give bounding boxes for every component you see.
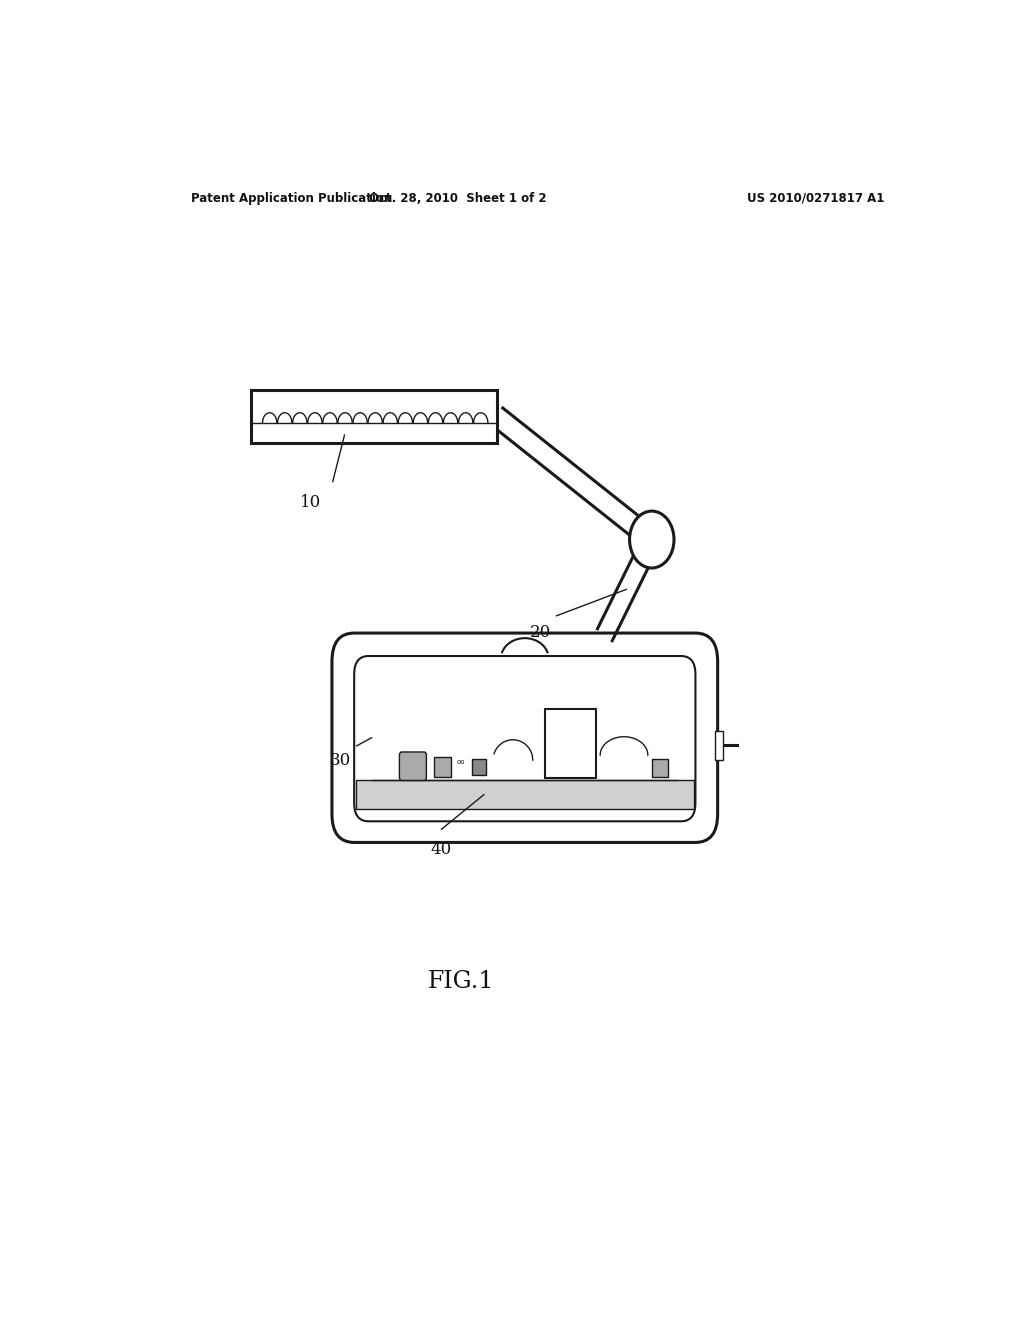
Text: Oct. 28, 2010  Sheet 1 of 2: Oct. 28, 2010 Sheet 1 of 2 <box>369 191 546 205</box>
Bar <box>251 391 497 444</box>
FancyBboxPatch shape <box>399 752 426 780</box>
Text: US 2010/0271817 A1: US 2010/0271817 A1 <box>748 191 885 205</box>
Text: 20: 20 <box>530 624 551 642</box>
Bar <box>433 758 451 777</box>
Bar <box>651 759 668 777</box>
Text: 40: 40 <box>431 841 453 858</box>
Circle shape <box>630 511 674 568</box>
Text: 10: 10 <box>300 494 322 511</box>
Bar <box>715 731 723 759</box>
Text: 30: 30 <box>330 752 351 770</box>
Bar <box>545 709 596 779</box>
Text: oo: oo <box>457 759 466 766</box>
FancyBboxPatch shape <box>332 634 718 842</box>
Text: FIG.1: FIG.1 <box>428 970 495 993</box>
Text: Patent Application Publication: Patent Application Publication <box>191 191 393 205</box>
Bar <box>355 780 694 809</box>
Bar <box>472 759 486 775</box>
FancyBboxPatch shape <box>354 656 695 821</box>
